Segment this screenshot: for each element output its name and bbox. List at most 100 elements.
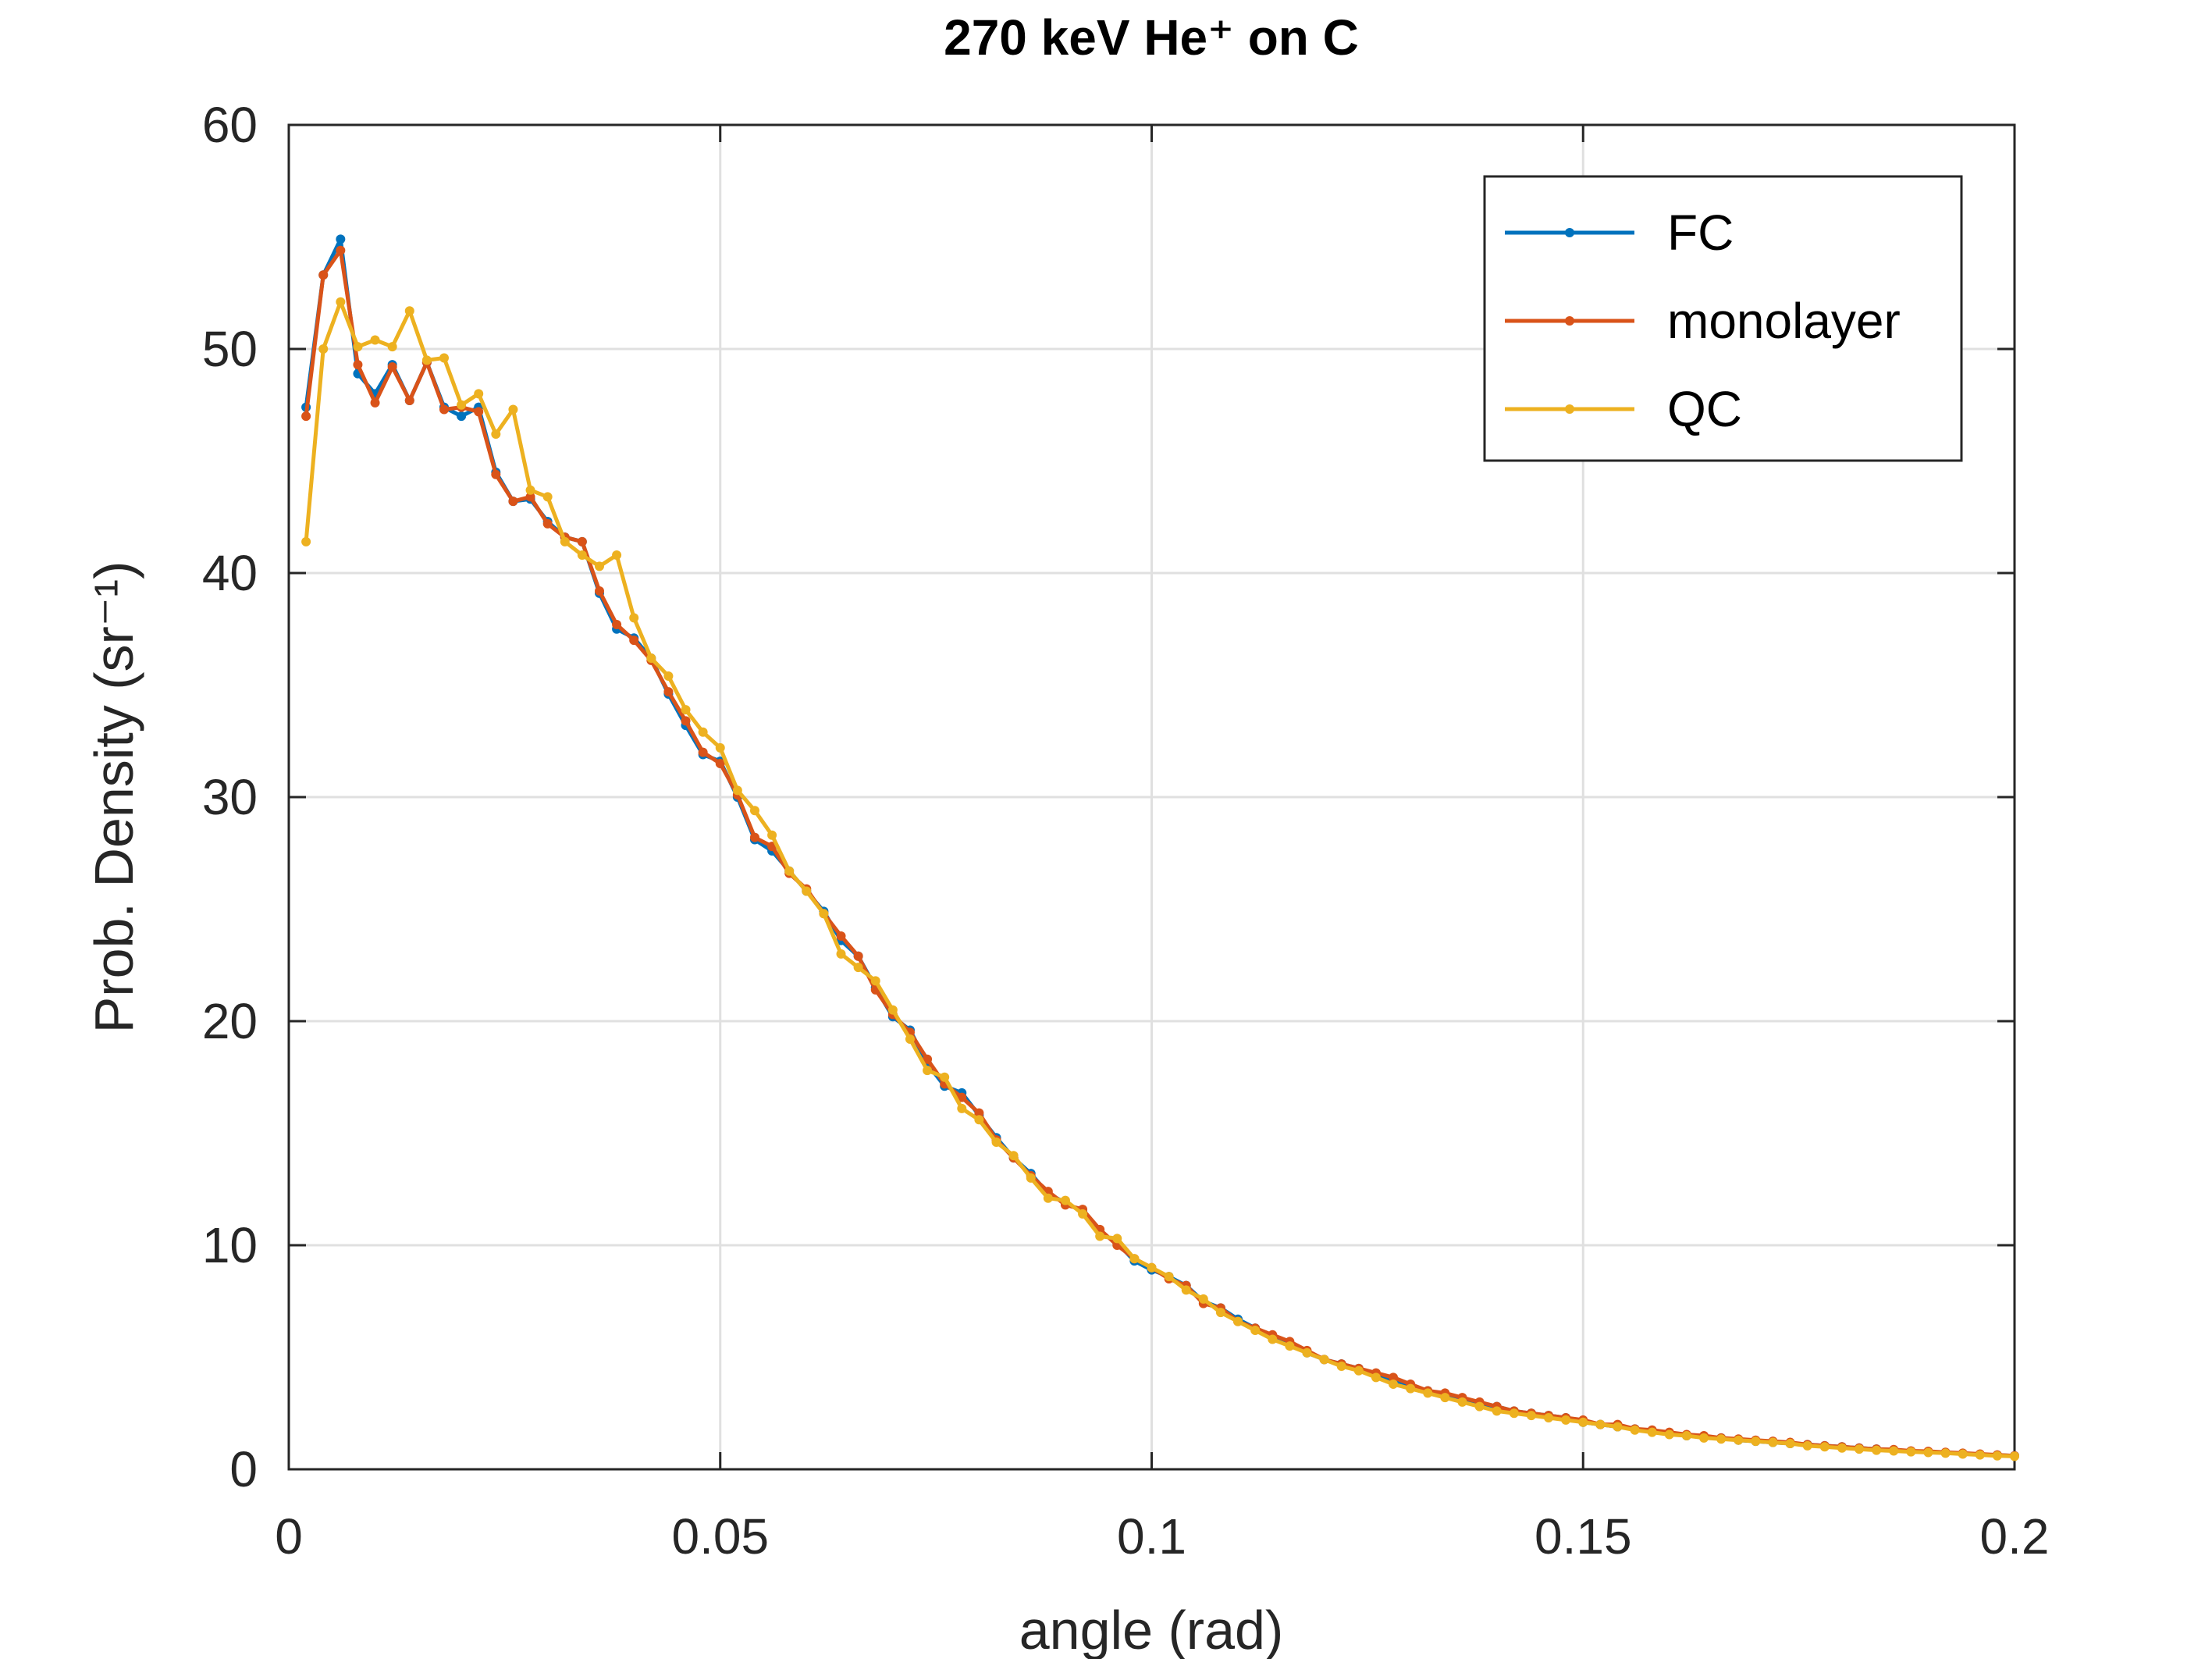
data-point <box>336 297 346 307</box>
legend-label: QC <box>1667 381 1742 437</box>
data-point <box>301 536 311 546</box>
data-point <box>474 407 484 417</box>
data-point <box>715 742 725 753</box>
data-point <box>681 716 691 726</box>
chart-title: 270 keV He⁺ on C <box>944 9 1359 66</box>
data-point <box>957 1092 967 1102</box>
data-point <box>1440 1393 1450 1403</box>
data-point <box>1509 1408 1519 1419</box>
data-point <box>836 931 846 941</box>
data-point <box>1819 1442 1830 1452</box>
data-point <box>1699 1433 1709 1443</box>
data-point <box>1613 1422 1623 1432</box>
data-point <box>577 550 587 561</box>
data-point <box>905 1034 915 1044</box>
x-axis-label: angle (rad) <box>1019 1600 1284 1659</box>
data-point <box>732 785 742 796</box>
data-point <box>508 497 518 507</box>
data-point <box>1060 1195 1070 1205</box>
data-point <box>1923 1447 1933 1458</box>
data-point <box>1336 1361 1346 1371</box>
data-point <box>387 342 397 352</box>
data-point <box>923 1054 933 1064</box>
data-point <box>749 806 759 816</box>
data-point <box>749 832 759 842</box>
y-tick-labels: 0 10 20 30 40 50 60 <box>202 97 258 1497</box>
y-tick-label: 30 <box>202 769 258 825</box>
data-point <box>1147 1262 1157 1273</box>
legend-label: FC <box>1667 205 1734 261</box>
data-point <box>508 404 518 415</box>
data-point <box>853 963 863 973</box>
data-point <box>974 1115 984 1125</box>
data-point <box>387 361 397 372</box>
data-point <box>353 360 363 370</box>
legend-marker <box>1565 316 1574 326</box>
y-tick-label: 10 <box>202 1217 258 1273</box>
data-point <box>1008 1151 1019 1161</box>
x-tick-label: 0.05 <box>671 1508 769 1565</box>
data-point <box>1181 1285 1191 1295</box>
y-tick-label: 40 <box>202 545 258 601</box>
data-point <box>577 536 587 546</box>
data-point <box>1647 1427 1657 1437</box>
data-point <box>1630 1425 1640 1435</box>
data-point <box>1872 1445 1882 1455</box>
data-point <box>957 1103 967 1113</box>
data-point <box>439 404 449 415</box>
data-point <box>474 389 484 399</box>
data-point <box>1975 1450 1985 1460</box>
data-point <box>1681 1430 1691 1440</box>
data-point <box>663 671 674 682</box>
data-point <box>2010 1451 2019 1461</box>
data-point <box>1250 1326 1261 1336</box>
data-point <box>1198 1294 1208 1304</box>
data-point <box>1026 1173 1036 1183</box>
data-point <box>1406 1383 1416 1394</box>
data-point <box>698 747 708 757</box>
data-point <box>1043 1193 1053 1203</box>
data-point <box>370 397 380 408</box>
data-point <box>767 830 777 840</box>
data-point <box>1940 1448 1951 1458</box>
data-point <box>491 429 501 440</box>
data-point <box>1544 1412 1554 1422</box>
data-point <box>802 886 812 896</box>
data-point <box>594 561 604 571</box>
data-point <box>491 469 501 479</box>
data-point <box>1802 1440 1812 1451</box>
data-point <box>1233 1316 1243 1326</box>
data-point <box>1095 1231 1105 1241</box>
data-point <box>336 234 346 244</box>
data-point <box>457 411 467 422</box>
data-point <box>853 951 863 961</box>
data-point <box>698 727 708 737</box>
data-point <box>353 342 363 352</box>
data-point <box>1889 1446 1899 1456</box>
data-point <box>1492 1406 1502 1416</box>
data-point <box>1992 1451 2002 1461</box>
data-point <box>1837 1443 1847 1453</box>
data-point <box>836 949 846 959</box>
data-point <box>612 620 622 630</box>
legend-box <box>1483 175 1963 462</box>
axis-ticks <box>287 123 2016 1471</box>
series-QC <box>301 297 2019 1461</box>
x-tick-label: 0.2 <box>1980 1508 2050 1565</box>
data-point <box>370 335 380 345</box>
x-tick-label: 0 <box>275 1508 303 1565</box>
data-point <box>870 976 880 986</box>
data-point <box>318 270 329 280</box>
legend-label: monolayer <box>1667 293 1901 349</box>
data-point <box>629 635 639 646</box>
data-point <box>646 653 656 664</box>
data-point <box>560 536 570 546</box>
data-point <box>1353 1365 1364 1376</box>
data-point <box>1129 1254 1140 1264</box>
data-point <box>1785 1438 1795 1448</box>
y-tick-label: 0 <box>229 1441 258 1497</box>
data-point <box>457 400 467 410</box>
x-tick-label: 0.1 <box>1117 1508 1186 1565</box>
data-point <box>663 687 674 697</box>
